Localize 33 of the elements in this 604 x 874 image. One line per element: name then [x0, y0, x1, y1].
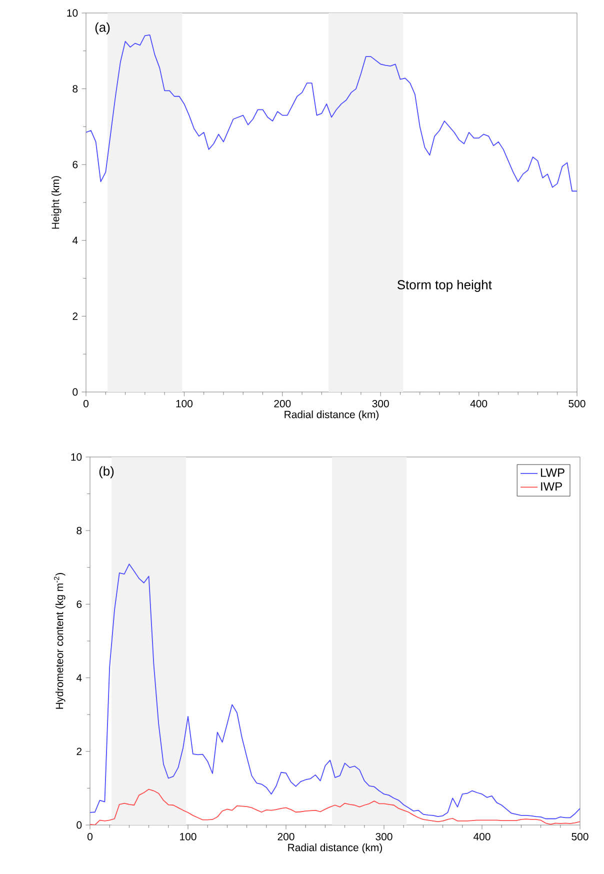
y-tick-label: 2 [76, 748, 82, 756]
y-axis-title: Hydrometeor content (kg m$^{-2}$) [54, 573, 66, 709]
annotation: (a) [95, 22, 110, 34]
y-tick-label: 6 [76, 600, 82, 608]
x-tick-label: 400 [470, 400, 488, 408]
x-tick-label: 500 [572, 832, 588, 840]
y-tick-label: 8 [76, 526, 82, 534]
y-tick-label: 10 [71, 453, 82, 461]
legend-label: LWP [540, 468, 564, 477]
annotation: (b) [99, 466, 114, 478]
x-tick-label: 400 [474, 832, 490, 840]
x-axis-title: Radial distance (km) [288, 844, 382, 854]
legend-label: IWP [541, 482, 562, 491]
x-tick-label: 300 [376, 832, 392, 840]
y-tick-label: 8 [72, 85, 78, 92]
x-tick-label: 500 [568, 400, 586, 408]
x-axis-title: Radial distance (km) [284, 410, 378, 420]
annotation: Storm top height [398, 280, 492, 292]
x-tick-label: 0 [83, 400, 88, 408]
y-tick-label: 4 [72, 236, 78, 244]
x-tick-label: 100 [176, 400, 193, 408]
y-tick-label: 2 [72, 312, 78, 320]
y-tick-label: 6 [72, 160, 78, 168]
y-tick-label: 0 [72, 388, 78, 396]
y-axis-title: Height (km) [52, 176, 62, 229]
x-tick-label: 0 [88, 832, 92, 840]
x-tick-label: 200 [274, 400, 291, 408]
y-tick-label: 0 [76, 821, 82, 829]
x-tick-label: 300 [372, 400, 389, 408]
y-tick-label: 4 [76, 674, 82, 682]
y-tick-label: 10 [67, 9, 78, 17]
x-tick-label: 100 [180, 832, 196, 840]
x-tick-label: 200 [278, 832, 294, 840]
